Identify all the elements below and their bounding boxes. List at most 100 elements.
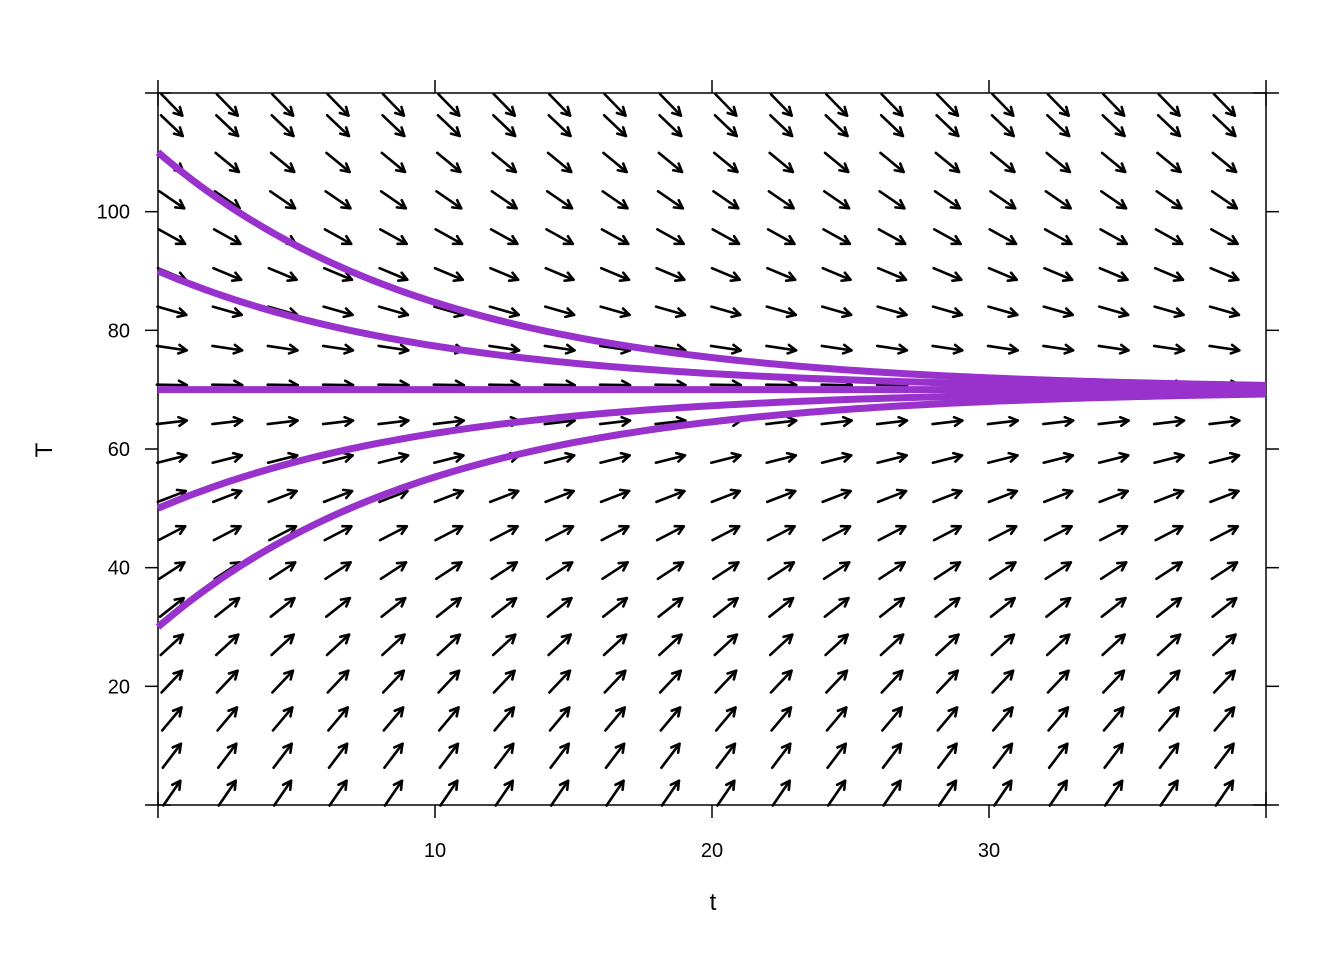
slope-arrow bbox=[543, 451, 576, 465]
slope-arrow bbox=[765, 488, 797, 504]
slope-arrow bbox=[1046, 669, 1070, 694]
slope-arrow bbox=[1212, 633, 1237, 657]
slope-arrow bbox=[1214, 779, 1235, 807]
slope-arrow bbox=[1208, 451, 1241, 465]
slope-arrow bbox=[878, 561, 906, 581]
slope-arrow bbox=[270, 92, 295, 117]
slope-arrow bbox=[159, 113, 185, 138]
slope-arrow bbox=[378, 524, 409, 542]
slope-arrow bbox=[379, 190, 408, 210]
slope-arrow bbox=[380, 151, 407, 174]
slope-arrow bbox=[660, 779, 681, 807]
slope-arrow bbox=[493, 706, 516, 732]
slope-arrow bbox=[932, 488, 963, 504]
slope-arrow bbox=[322, 266, 354, 282]
slope-arrow bbox=[211, 305, 243, 319]
slope-arrow bbox=[1212, 113, 1237, 138]
y-axis-title: T bbox=[31, 442, 58, 457]
slope-arrow bbox=[1155, 596, 1183, 618]
slope-arrow bbox=[822, 561, 851, 581]
slope-arrow bbox=[876, 305, 908, 319]
slope-arrow bbox=[1213, 706, 1236, 732]
slope-arrow bbox=[492, 92, 517, 117]
slope-arrow bbox=[155, 415, 189, 428]
slope-arrow bbox=[657, 151, 684, 174]
slope-arrow bbox=[992, 742, 1014, 770]
slope-arrow bbox=[212, 524, 242, 542]
slope-arrow bbox=[1157, 92, 1181, 117]
slope-arrow bbox=[655, 524, 686, 542]
slope-arrow bbox=[324, 596, 352, 618]
slope-arrow bbox=[1042, 305, 1074, 319]
slope-arrow bbox=[1045, 633, 1071, 657]
slope-arrow bbox=[986, 343, 1019, 355]
slope-arrow bbox=[989, 190, 1017, 210]
slope-arrow bbox=[824, 92, 849, 117]
slope-arrow bbox=[991, 669, 1015, 694]
slope-arrow bbox=[602, 633, 628, 657]
slope-arrow bbox=[931, 343, 964, 355]
slope-arrow bbox=[1101, 633, 1126, 657]
slope-arrow bbox=[547, 633, 572, 657]
slope-arrow bbox=[1043, 266, 1074, 282]
slope-arrow bbox=[1098, 488, 1129, 504]
slope-arrow bbox=[547, 92, 572, 117]
slope-arrow bbox=[543, 343, 576, 355]
y-tick-label: 20 bbox=[108, 676, 130, 698]
slope-arrow bbox=[713, 633, 739, 657]
slope-arrow bbox=[322, 451, 354, 465]
slope-arrow bbox=[710, 488, 742, 504]
y-axis: 20 40 60 80 100 bbox=[97, 202, 1279, 698]
slope-arrow bbox=[1210, 190, 1239, 210]
slope-arrow bbox=[155, 451, 188, 465]
slope-arrow bbox=[216, 706, 239, 732]
slope-arrow bbox=[1097, 451, 1130, 465]
slope-arrow bbox=[1043, 228, 1073, 246]
slope-arrow bbox=[709, 343, 742, 355]
slope-arrow bbox=[549, 742, 571, 770]
slope-arrow bbox=[1208, 343, 1241, 355]
x-tick-label: 30 bbox=[978, 840, 1000, 862]
slope-arrow bbox=[216, 742, 238, 770]
slope-arrow bbox=[383, 779, 404, 807]
slope-field bbox=[155, 92, 1241, 807]
slope-arrow bbox=[543, 305, 576, 319]
plot-frame bbox=[145, 80, 1279, 818]
slope-arrow bbox=[991, 92, 1015, 117]
x-tick-label: 10 bbox=[424, 840, 446, 862]
slope-arrow bbox=[1155, 190, 1183, 210]
slope-arrow bbox=[1153, 305, 1185, 319]
slope-arrow bbox=[270, 113, 295, 138]
slope-arrow bbox=[655, 488, 686, 504]
slope-arrow bbox=[881, 742, 903, 770]
slope-arrow bbox=[932, 266, 963, 282]
slope-arrow bbox=[1152, 343, 1186, 355]
slope-arrow bbox=[548, 706, 571, 732]
slope-arrow bbox=[267, 266, 298, 282]
slope-arrow bbox=[935, 669, 960, 694]
slope-arrow bbox=[437, 92, 461, 117]
slope-arrow bbox=[715, 742, 737, 770]
slope-arrow bbox=[1209, 488, 1240, 504]
slope-arrow bbox=[491, 633, 517, 657]
slope-arrow bbox=[1154, 228, 1184, 246]
slope-arrow bbox=[988, 228, 1018, 246]
slope-arrow bbox=[658, 633, 683, 657]
y-tick-label: 40 bbox=[108, 558, 130, 580]
slope-arrow bbox=[1153, 266, 1185, 282]
slope-arrow bbox=[822, 524, 852, 542]
slope-arrow bbox=[211, 451, 244, 465]
x-axis: 10 20 30 bbox=[424, 80, 1000, 862]
slope-arrow bbox=[432, 451, 465, 465]
slope-arrow bbox=[1211, 151, 1238, 174]
slope-arrow bbox=[1154, 524, 1184, 542]
slope-arrow bbox=[322, 305, 354, 319]
slope-arrow bbox=[545, 190, 574, 210]
slope-arrow bbox=[931, 305, 964, 319]
slope-arrow bbox=[600, 524, 630, 542]
slope-arrow bbox=[711, 228, 741, 246]
slope-arrow bbox=[325, 151, 351, 174]
slope-arrow bbox=[437, 669, 461, 694]
slope-arrow bbox=[266, 415, 299, 428]
slope-arrow bbox=[766, 228, 796, 246]
